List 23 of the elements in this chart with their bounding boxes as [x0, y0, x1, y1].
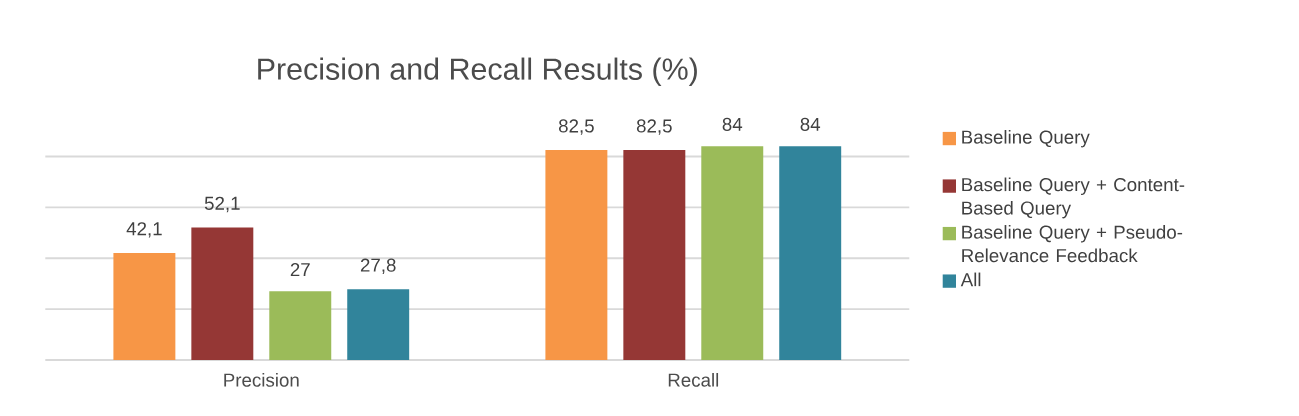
legend-label: Baseline Query + Content-Based Query: [962, 177, 1185, 219]
data-label: 82,5: [558, 119, 594, 135]
legend-label: Baseline Query + Pseudo-Relevance Feedback: [962, 225, 1183, 263]
data-label: 84: [722, 117, 743, 131]
data-label: 52,1: [204, 196, 240, 213]
x-tick-label: Precision: [224, 372, 299, 387]
bar: [347, 289, 410, 361]
data-label: 42,1: [126, 222, 162, 238]
bar: [269, 291, 332, 361]
bar: [113, 252, 176, 361]
legend-label: All: [960, 272, 981, 287]
bar: [545, 150, 608, 361]
data-label: 84: [800, 117, 821, 131]
legend-label: Baseline Query: [962, 130, 1090, 148]
x-tick-label: Recall: [668, 372, 719, 387]
data-label: 82,5: [636, 119, 672, 135]
bar: [191, 227, 254, 361]
bar: [623, 150, 686, 361]
data-label: 27: [290, 262, 310, 277]
chart-title: Precision and Recall Results (%): [258, 57, 697, 86]
bar: [779, 146, 842, 361]
data-label: 27,8: [360, 258, 396, 274]
bar: [701, 146, 764, 361]
